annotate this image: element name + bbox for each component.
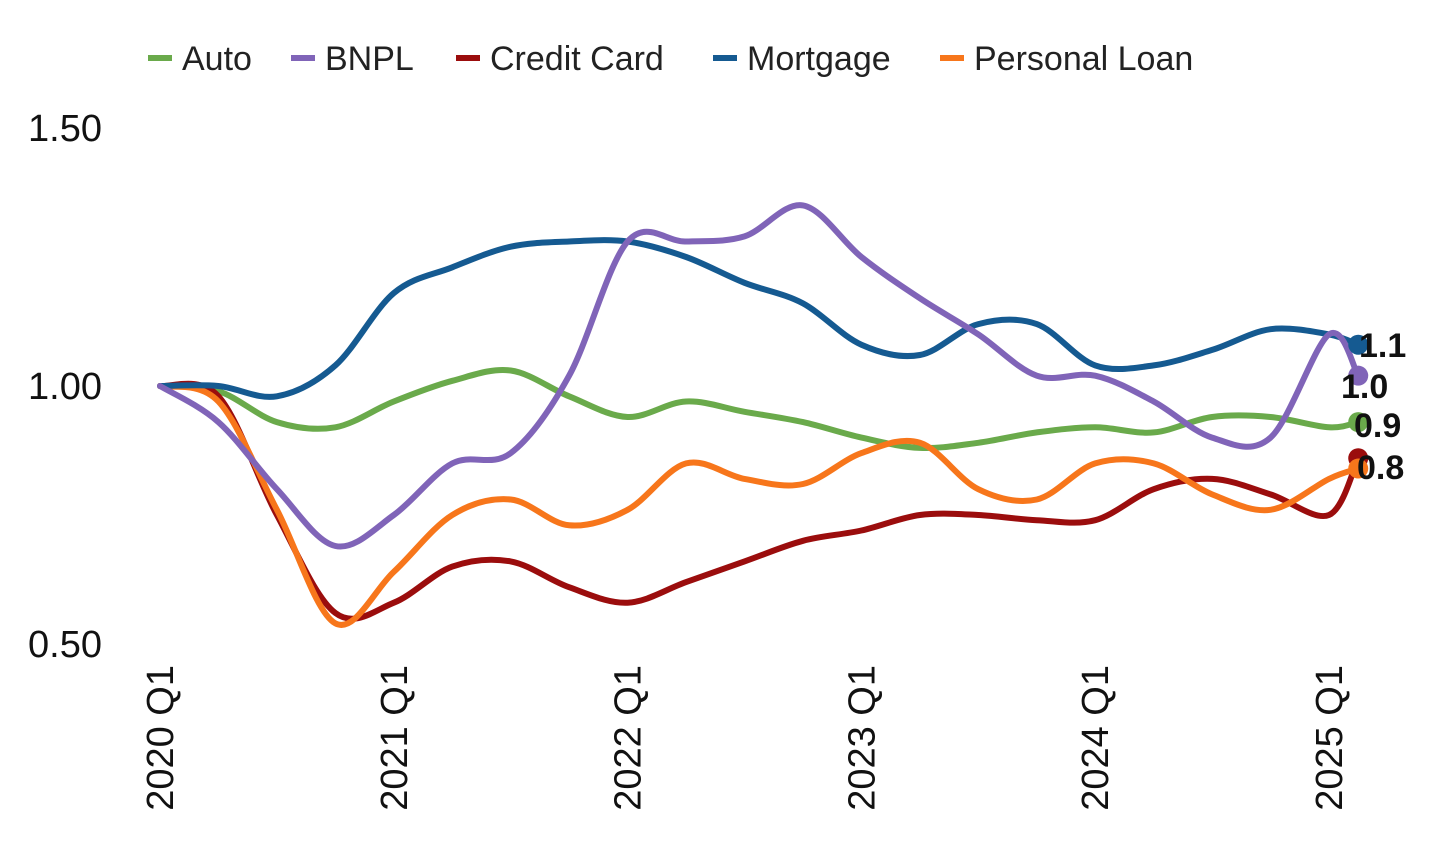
x-tick-label: 2022 Q1 <box>608 665 650 811</box>
series-line-auto <box>157 366 1362 452</box>
x-tick-label: 2024 Q1 <box>1075 665 1117 811</box>
end-label-auto: 0.9 <box>1354 407 1401 445</box>
x-tick-label: 2020 Q1 <box>140 665 182 811</box>
series-line-personal-loan <box>157 383 1362 628</box>
end-label-personal-loan: 0.8 <box>1357 449 1404 487</box>
series-line-bnpl <box>157 202 1362 550</box>
y-tick-label: 0.50 <box>28 624 102 666</box>
end-marker-auto <box>1348 412 1369 433</box>
legend-label-auto: Auto <box>182 40 252 78</box>
end-markers <box>1348 334 1369 479</box>
series-line-credit-card <box>157 380 1362 622</box>
end-marker-personal-loan <box>1348 458 1369 479</box>
end-marker-bnpl <box>1348 365 1369 386</box>
legend-label-bnpl: BNPL <box>325 40 414 78</box>
x-tick-label: 2021 Q1 <box>374 665 416 811</box>
y-tick-label: 1.50 <box>28 108 102 150</box>
series-lines <box>157 202 1362 628</box>
x-axis: 2020 Q1 2021 Q1 2022 Q1 2023 Q1 2024 Q1 2025 … <box>140 665 1351 811</box>
legend-label-personal-loan: Personal Loan <box>974 40 1193 78</box>
legend-label-credit-card: Credit Card <box>490 40 664 78</box>
x-tick-label: 2025 Q1 <box>1309 665 1351 811</box>
end-label-mortgage: 1.1 <box>1359 327 1406 365</box>
end-labels: 0.91.01.1 0.8 <box>1341 327 1406 487</box>
x-tick-label: 2023 Q1 <box>841 665 883 811</box>
legend: Auto BNPL Credit Card Mortgage Personal Loan <box>148 40 1193 78</box>
y-tick-label: 1.00 <box>28 366 102 408</box>
end-label-bnpl: 1.0 <box>1341 368 1388 406</box>
legend-label-mortgage: Mortgage <box>747 40 891 78</box>
series-line-mortgage <box>157 237 1362 400</box>
end-marker-mortgage <box>1348 334 1369 355</box>
y-axis: 1.50 1.00 0.50 <box>28 108 102 666</box>
